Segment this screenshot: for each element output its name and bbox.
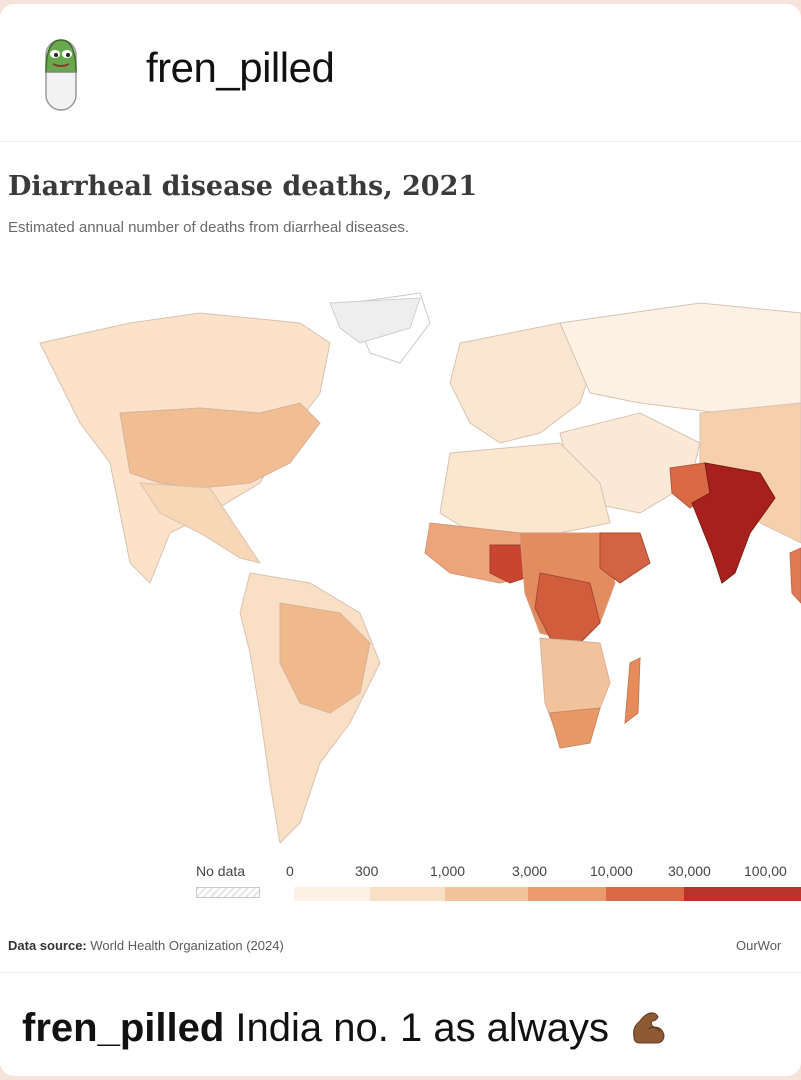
post-caption: fren_pilled India no. 1 as always bbox=[22, 1006, 668, 1051]
caption-divider bbox=[0, 972, 801, 973]
region-south-africa bbox=[549, 707, 601, 749]
region-north-africa bbox=[439, 442, 611, 539]
region-mexico bbox=[139, 482, 262, 564]
post-username[interactable]: fren_pilled bbox=[146, 44, 335, 91]
caption-text: India no. 1 as always bbox=[235, 1006, 609, 1050]
data-source-label: Data source: bbox=[8, 938, 87, 953]
legend-no-data-label: No data bbox=[196, 863, 246, 879]
caption-username[interactable]: fren_pilled bbox=[22, 1006, 225, 1050]
data-source: Data source: World Health Organization (… bbox=[8, 938, 284, 953]
post-header: fren_pilled bbox=[0, 4, 801, 142]
pepe-pill-icon[interactable] bbox=[42, 34, 80, 114]
legend-color-bin bbox=[606, 887, 684, 901]
chart-subtitle: Estimated annual number of deaths from d… bbox=[8, 219, 410, 236]
region-no-data bbox=[329, 297, 421, 344]
region-southeast-asia bbox=[789, 547, 801, 604]
legend-tick: 0 bbox=[286, 863, 294, 879]
data-source-text: World Health Organization (2024) bbox=[90, 938, 284, 953]
legend-color-bin bbox=[684, 887, 801, 901]
region-usa bbox=[119, 402, 321, 489]
legend-tick: 1,000 bbox=[430, 863, 466, 879]
region-russia bbox=[559, 302, 801, 414]
legend-tick: 300 bbox=[355, 863, 379, 879]
world-map bbox=[39, 292, 801, 843]
legend-tick: 3,000 bbox=[512, 863, 548, 879]
post-card: fren_pilled Diarrheal disease deaths, 20… bbox=[0, 4, 801, 1076]
legend-color-bin bbox=[370, 887, 445, 901]
legend-no-data-swatch bbox=[196, 887, 260, 898]
chart-brand: OurWor bbox=[736, 938, 782, 953]
legend-color-bin bbox=[294, 887, 370, 901]
legend-color-bin bbox=[445, 887, 528, 901]
region-india bbox=[691, 462, 776, 584]
region-ethiopia bbox=[599, 532, 651, 584]
region-brazil bbox=[279, 602, 371, 714]
legend-tick: 10,000 bbox=[590, 863, 633, 879]
legend-color-bin bbox=[528, 887, 606, 901]
chart-title: Diarrheal disease deaths, 2021 bbox=[8, 171, 478, 202]
flexed-biceps-icon bbox=[633, 1012, 665, 1044]
chart-image: Diarrheal disease deaths, 2021 Estimated… bbox=[0, 143, 801, 973]
legend-tick: 100,00 bbox=[744, 863, 787, 879]
legend-tick: 30,000 bbox=[668, 863, 711, 879]
region-madagascar bbox=[624, 657, 641, 725]
